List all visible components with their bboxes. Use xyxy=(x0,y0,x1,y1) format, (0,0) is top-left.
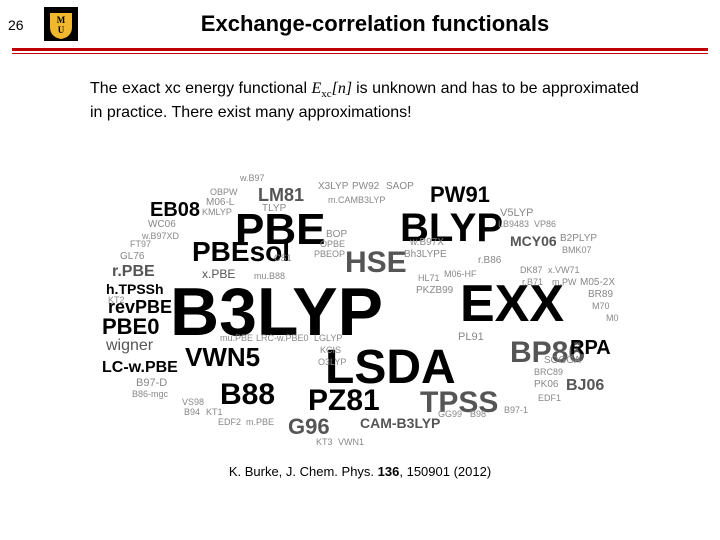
cloud-word: PZ81 xyxy=(308,386,380,416)
cloud-word: KT3 xyxy=(316,438,333,447)
cloud-word: w.B97 xyxy=(240,174,265,183)
cloud-word: m.PW xyxy=(552,278,577,287)
cloud-word: B86-mgc xyxy=(132,390,168,399)
cloud-word: GL76 xyxy=(120,252,144,262)
cloud-word: X3LYP xyxy=(318,182,348,192)
citation-post: , 150901 (2012) xyxy=(399,464,491,479)
cloud-word: wigner xyxy=(106,338,153,354)
cloud-word: m.CAMB3LYP xyxy=(328,196,385,205)
cloud-word: r.B71 xyxy=(522,278,543,287)
cloud-word: TLYP xyxy=(262,204,286,214)
cloud-word: M05-2X xyxy=(580,278,615,288)
cloud-word: B98 xyxy=(470,410,486,419)
cloud-word: h.TPSSh xyxy=(106,282,164,296)
body-paragraph: The exact xc energy functional Exc[n] is… xyxy=(90,78,650,124)
cloud-word: LB9483 xyxy=(498,220,529,229)
header-rule xyxy=(0,48,720,54)
cloud-word: VS98 xyxy=(182,398,204,407)
cloud-word: KT1 xyxy=(206,408,223,417)
cloud-word: PK06 xyxy=(534,380,558,390)
cloud-word: G96 xyxy=(288,416,330,438)
cloud-word: PKZB99 xyxy=(416,286,453,296)
formula-sub: xc xyxy=(321,88,331,100)
cloud-word: B88 xyxy=(220,380,275,410)
cloud-word: PBE0 xyxy=(102,316,159,338)
cloud-word: B94 xyxy=(184,408,200,417)
cloud-word: w.B97XD xyxy=(142,232,179,241)
cloud-word: mu.PBE xyxy=(220,334,253,343)
cloud-word: VP86 xyxy=(534,220,556,229)
body-pre: The exact xc energy functional xyxy=(90,80,311,97)
cloud-word: PBEOP xyxy=(314,250,345,259)
cloud-word: HL71 xyxy=(418,274,440,283)
cloud-word: HSE xyxy=(345,248,407,278)
cloud-word: VWN5 xyxy=(185,344,260,370)
cloud-word: FT97 xyxy=(130,240,151,249)
cloud-word: LGLYP xyxy=(314,334,342,343)
svg-text:U: U xyxy=(58,25,65,35)
cloud-word: EDF2 xyxy=(218,418,241,427)
cloud-word: M0 xyxy=(606,314,619,323)
cloud-word: KT2 xyxy=(108,296,125,305)
cloud-word: EXX xyxy=(460,278,564,330)
cloud-word: LC-w.PBE xyxy=(102,360,178,376)
cloud-word: B2PLYP xyxy=(560,234,597,244)
cloud-word: B97-D xyxy=(136,378,167,389)
formula-exc: Exc[n] xyxy=(311,80,356,97)
cloud-word: M06-HF xyxy=(444,270,477,279)
cloud-word: EDF1 xyxy=(538,394,561,403)
cloud-word: w.B97X xyxy=(410,238,444,248)
citation-pre: K. Burke, J. Chem. Phys. xyxy=(229,464,378,479)
cloud-word: OPBE xyxy=(320,240,345,249)
cloud-word: DK87 xyxy=(520,266,543,275)
cloud-word: WC06 xyxy=(148,220,176,230)
cloud-word: PW91 xyxy=(430,184,490,206)
cloud-word: BMK07 xyxy=(562,246,592,255)
cloud-word: EB08 xyxy=(150,200,200,220)
cloud-word: r.PBE xyxy=(112,264,155,280)
cloud-word: SOGGA xyxy=(544,356,581,366)
formula-arg: [n] xyxy=(332,80,352,97)
cloud-word: Bh3LYPE xyxy=(404,250,447,260)
cloud-word: B97-1 xyxy=(504,406,528,415)
cloud-word: m.PBE xyxy=(246,418,274,427)
cloud-word: BJ06 xyxy=(566,378,604,394)
word-cloud: B3LYPEXXLSDAPBEBLYPPBEsolHSETPSSBP86B88P… xyxy=(90,138,630,458)
cloud-word: x.VW71 xyxy=(548,266,580,275)
cloud-word: LRC-w.PBE0 xyxy=(256,334,309,343)
cloud-word: O3LYP xyxy=(318,358,346,367)
page-title: Exchange-correlation functionals xyxy=(98,11,712,37)
cloud-word: KCIS xyxy=(320,346,341,355)
cloud-word: PL91 xyxy=(458,332,484,343)
cloud-word: GG99 xyxy=(438,410,462,419)
citation-vol: 136 xyxy=(378,464,400,479)
cloud-word: BRC89 xyxy=(534,368,563,377)
cloud-word: CS1 xyxy=(274,254,292,263)
cloud-word: PW92 xyxy=(352,182,379,192)
formula-E: E xyxy=(311,80,321,97)
cloud-word: MCY06 xyxy=(510,234,557,248)
cloud-word: OBPW xyxy=(210,188,238,197)
cloud-word: mu.B88 xyxy=(254,272,285,281)
cloud-word: LM81 xyxy=(258,186,304,204)
cloud-word: r.B86 xyxy=(478,256,501,266)
svg-text:M: M xyxy=(57,15,66,25)
cloud-word: M70 xyxy=(592,302,610,311)
cloud-word: CAM-B3LYP xyxy=(360,416,440,430)
cloud-word: V5LYP xyxy=(500,208,533,219)
citation: K. Burke, J. Chem. Phys. 136, 150901 (20… xyxy=(0,464,720,479)
university-logo: M U xyxy=(44,7,78,41)
cloud-word: VWN1 xyxy=(338,438,364,447)
cloud-word: KMLYP xyxy=(202,208,232,217)
cloud-word: SAOP xyxy=(386,182,414,192)
page-number: 26 xyxy=(8,15,44,33)
cloud-word: x.PBE xyxy=(202,268,235,280)
cloud-word: BR89 xyxy=(588,290,613,300)
